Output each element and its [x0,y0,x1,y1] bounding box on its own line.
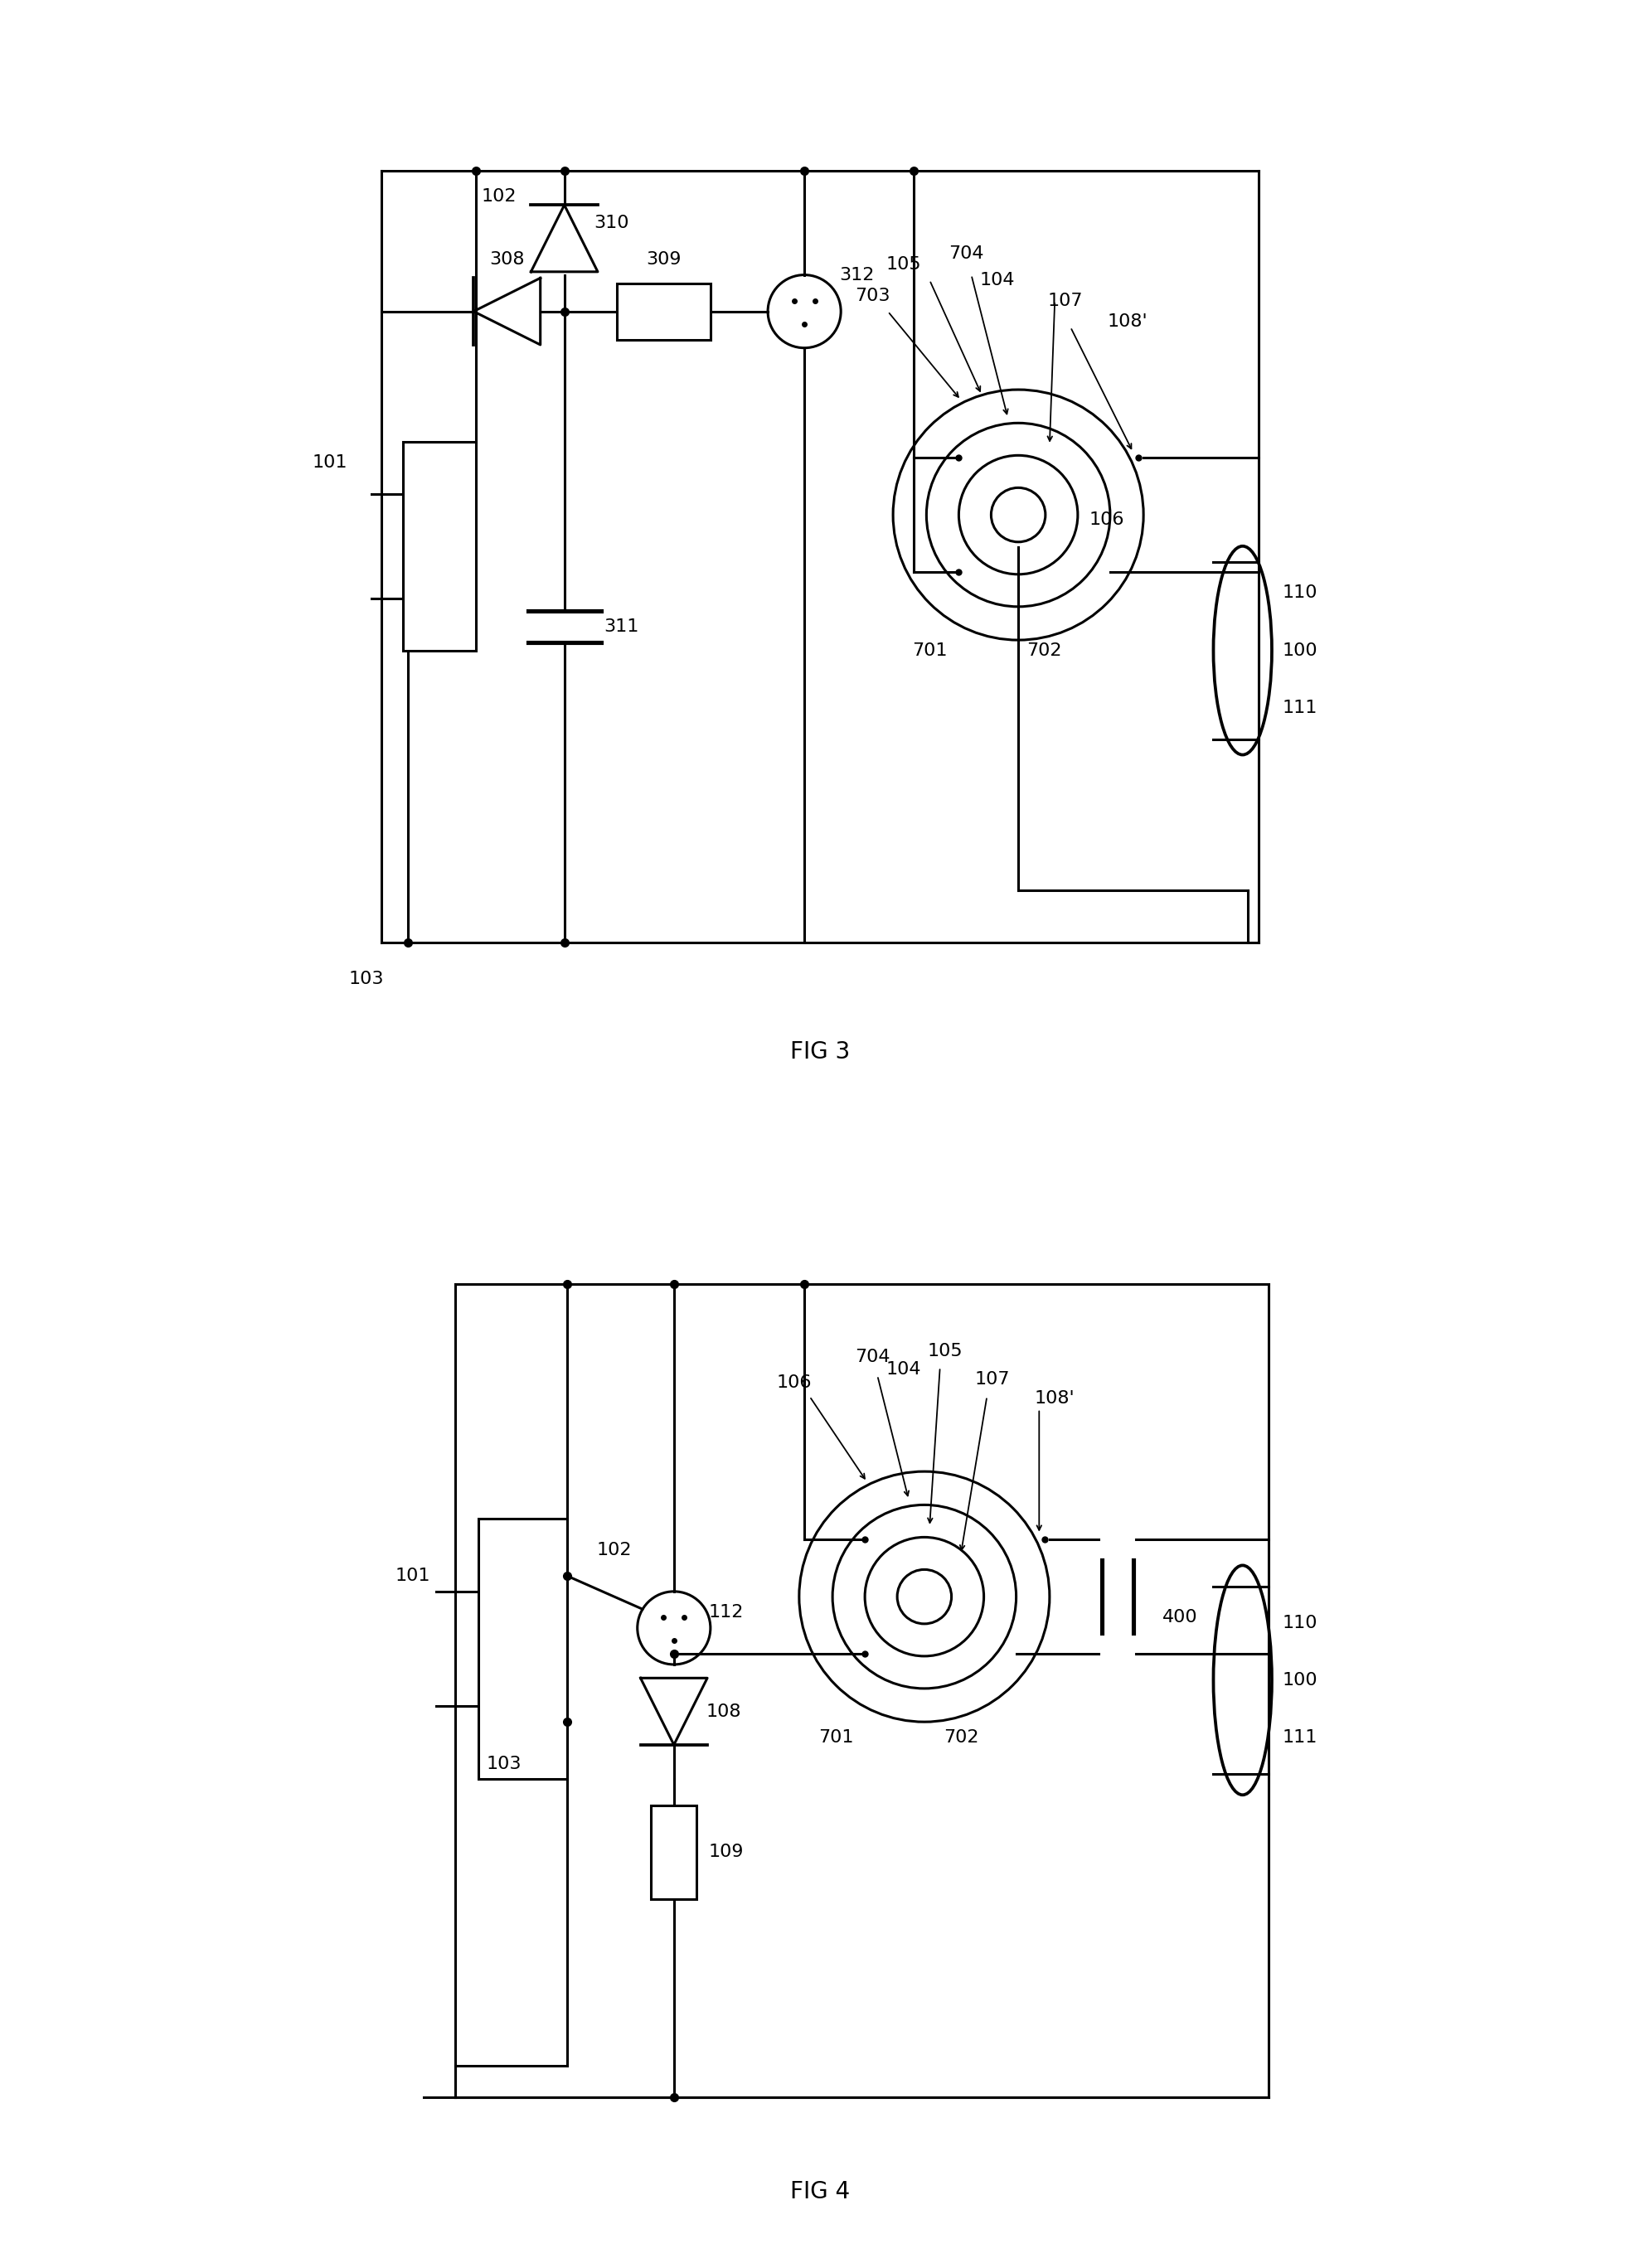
Text: 110: 110 [1282,1615,1317,1631]
Text: 702: 702 [1027,642,1063,658]
Text: 104: 104 [886,1361,922,1377]
Text: 103: 103 [487,1755,522,1771]
Text: 702: 702 [943,1728,979,1746]
Text: 703: 703 [854,288,891,304]
Text: 111: 111 [1282,1728,1317,1746]
Text: 102: 102 [597,1542,631,1558]
Bar [651,1805,697,1898]
Text: FIG 3: FIG 3 [790,1041,850,1064]
Text: 109: 109 [708,1844,743,1860]
Text: 105: 105 [886,256,922,272]
Text: 110: 110 [1282,585,1317,601]
Text: 105: 105 [928,1343,963,1361]
Text: 108': 108' [1107,313,1148,331]
Text: 704: 704 [854,1349,891,1365]
Text: 108: 108 [707,1703,741,1719]
Bar [617,284,710,340]
Text: 100: 100 [1282,1672,1317,1687]
Text: 107: 107 [974,1372,1010,1388]
Text: 112: 112 [708,1603,743,1622]
Text: 108': 108' [1035,1390,1074,1406]
Bar [479,1520,567,1778]
Text: 102: 102 [481,188,517,204]
Text: 107: 107 [1048,293,1082,308]
Text: 104: 104 [979,272,1015,288]
Text: 701: 701 [912,642,948,658]
Text: 704: 704 [948,245,984,263]
Text: FIG 4: FIG 4 [790,2180,850,2202]
Bar [402,442,476,651]
Text: 310: 310 [594,215,628,231]
Text: 312: 312 [840,268,874,284]
Text: 101: 101 [395,1567,431,1583]
Text: 311: 311 [604,619,640,635]
Text: 309: 309 [646,252,681,268]
Text: 106: 106 [1089,513,1125,528]
Text: 103: 103 [348,971,384,987]
Text: 701: 701 [818,1728,853,1746]
Text: 400: 400 [1163,1610,1197,1626]
Text: 101: 101 [312,454,348,472]
Text: 100: 100 [1282,642,1317,658]
Text: 111: 111 [1282,699,1317,717]
Text: 308: 308 [489,252,525,268]
Text: 106: 106 [776,1374,812,1390]
